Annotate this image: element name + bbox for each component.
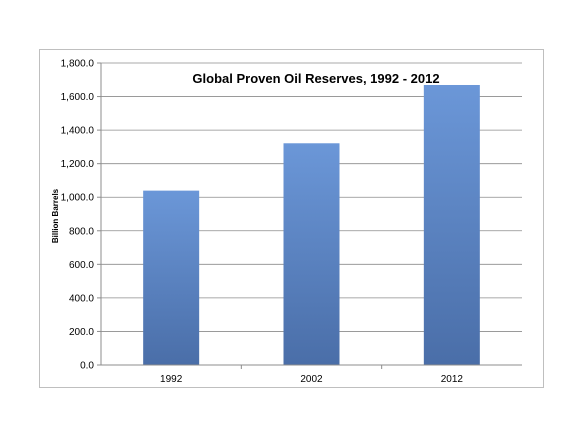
y-tick-label: 1,800.0 [61,59,95,70]
y-tick-label: 0.0 [80,361,94,372]
bar-2012 [423,84,480,365]
y-axis-title: Billion Barrels [51,188,60,243]
y-tick-label: 1,000.0 [61,193,95,204]
y-tick-label: 1,200.0 [61,159,95,170]
x-tick-labels: 1992 2002 2012 [160,365,463,385]
chart-title: Global Proven Oil Reserves, 1992 - 2012 [192,71,439,86]
y-tick-label: 800.0 [69,226,94,237]
x-tick-label-2002: 2002 [300,374,323,385]
x-tick-label-1992: 1992 [160,374,183,385]
bars [143,84,480,365]
x-tick-label-2012: 2012 [441,374,464,385]
y-tick-label: 1,400.0 [61,126,95,137]
axes [100,63,522,366]
y-tick-label: 1,600.0 [61,92,95,103]
y-tick-label: 600.0 [69,260,94,271]
bar-1992 [143,190,200,365]
y-tick-labels: 0.0 200.0 400.0 600.0 800.0 1,000.0 1,200.0 1,4… [61,59,95,372]
y-tick-label: 200.0 [69,327,94,338]
bar-2002 [283,143,340,365]
y-tick-label: 400.0 [69,293,94,304]
